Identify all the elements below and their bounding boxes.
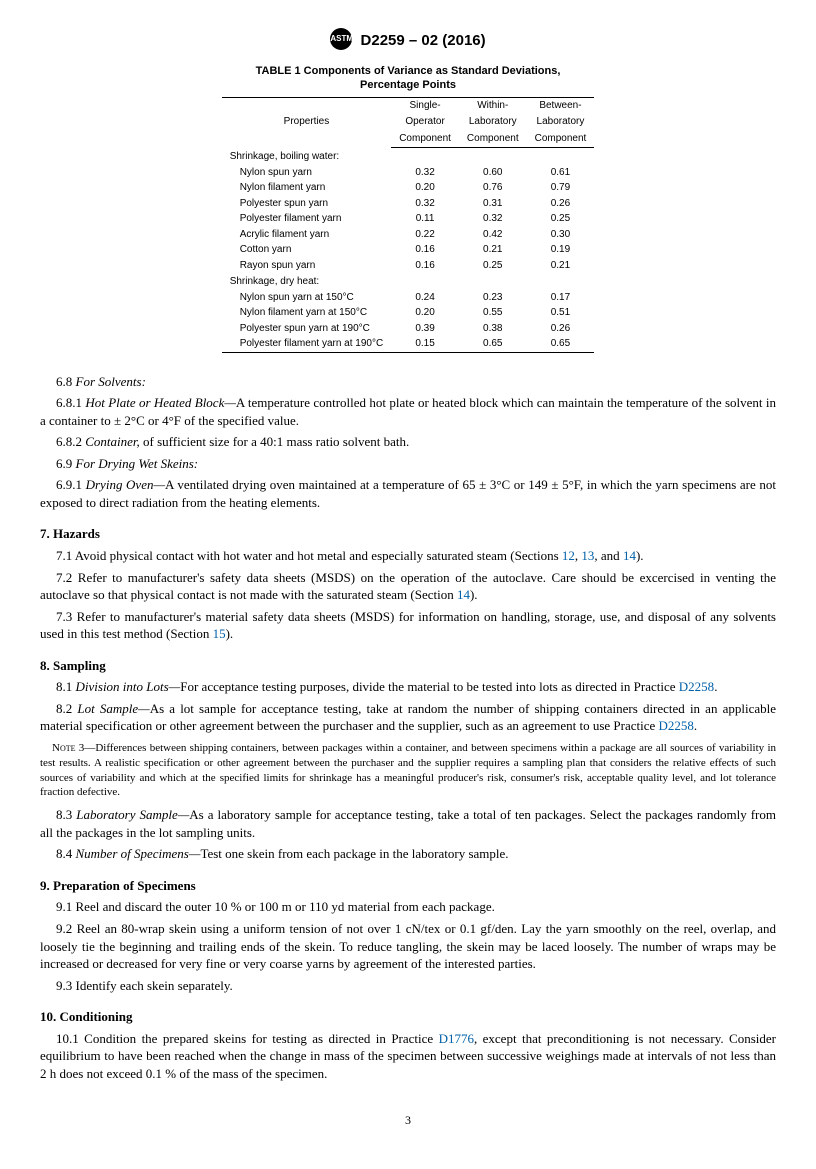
heading-10: 10. Conditioning — [40, 1008, 776, 1026]
para-9-1: 9.1 Reel and discard the outer 10 % or 1… — [40, 898, 776, 916]
variance-table: Properties Single- Within- Between- Oper… — [222, 97, 595, 353]
heading-9: 9. Preparation of Specimens — [40, 877, 776, 895]
table-row: Polyester spun yarn at 190°C0.390.380.26 — [222, 321, 595, 337]
para-8-2: 8.2 Lot Sample—As a lot sample for accep… — [40, 700, 776, 735]
para-10-1: 10.1 Condition the prepared skeins for t… — [40, 1030, 776, 1083]
ref-13[interactable]: 13 — [581, 548, 594, 563]
para-6-9: 6.9 For Drying Wet Skeins: — [40, 455, 776, 473]
table-row: Rayon spun yarn0.160.250.21 — [222, 258, 595, 274]
table-row: Polyester filament yarn0.110.320.25 — [222, 211, 595, 227]
table-row: Nylon spun yarn0.320.600.61 — [222, 165, 595, 181]
heading-8: 8. Sampling — [40, 657, 776, 675]
heading-7: 7. Hazards — [40, 525, 776, 543]
col1-l1: Single- — [391, 97, 459, 114]
ref-14b[interactable]: 14 — [457, 587, 470, 602]
table-row: Polyester filament yarn at 190°C0.150.65… — [222, 336, 595, 352]
col3-l1: Between- — [527, 97, 595, 114]
section1: Shrinkage, boiling water: — [222, 148, 595, 165]
para-6-8: 6.8 For Solvents: — [40, 373, 776, 391]
ref-d1776[interactable]: D1776 — [439, 1031, 474, 1046]
note-3: Note 3—Differences between shipping cont… — [40, 741, 776, 800]
ref-d2258a[interactable]: D2258 — [679, 679, 714, 694]
para-6-8-1: 6.8.1 Hot Plate or Heated Block—A temper… — [40, 394, 776, 429]
ref-14[interactable]: 14 — [623, 548, 636, 563]
para-9-3: 9.3 Identify each skein separately. — [40, 977, 776, 995]
ref-d2258b[interactable]: D2258 — [659, 718, 694, 733]
col1-l3: Component — [391, 131, 459, 148]
table-row: Acrylic filament yarn0.220.420.30 — [222, 227, 595, 243]
table-row: Cotton yarn0.160.210.19 — [222, 242, 595, 258]
table-row: Nylon spun yarn at 150°C0.240.230.17 — [222, 290, 595, 306]
para-7-2: 7.2 Refer to manufacturer's safety data … — [40, 569, 776, 604]
col-properties: Properties — [222, 97, 392, 148]
designation: D2259 – 02 (2016) — [361, 32, 486, 49]
para-9-2: 9.2 Reel an 80-wrap skein using a unifor… — [40, 920, 776, 973]
col2-l2: Laboratory — [459, 114, 527, 131]
table-row: Nylon filament yarn at 150°C0.200.550.51 — [222, 305, 595, 321]
ref-15[interactable]: 15 — [213, 626, 226, 641]
para-8-1: 8.1 Division into Lots—For acceptance te… — [40, 678, 776, 696]
ref-12[interactable]: 12 — [562, 548, 575, 563]
para-7-1: 7.1 Avoid physical contact with hot wate… — [40, 547, 776, 565]
page-number: 3 — [40, 1112, 776, 1128]
para-6-8-2: 6.8.2 Container, of sufficient size for … — [40, 433, 776, 451]
table-title: TABLE 1 Components of Variance as Standa… — [40, 64, 776, 93]
col2-l3: Component — [459, 131, 527, 148]
astm-logo-icon: ASTM — [330, 28, 352, 50]
col2-l1: Within- — [459, 97, 527, 114]
col3-l3: Component — [527, 131, 595, 148]
para-7-3: 7.3 Refer to manufacturer's material saf… — [40, 608, 776, 643]
table-row: Polyester spun yarn0.320.310.26 — [222, 196, 595, 212]
page-header: ASTM D2259 – 02 (2016) — [40, 30, 776, 52]
table-row: Nylon filament yarn0.200.760.79 — [222, 180, 595, 196]
section2: Shrinkage, dry heat: — [222, 273, 595, 290]
para-6-9-1: 6.9.1 Drying Oven—A ventilated drying ov… — [40, 476, 776, 511]
para-8-3: 8.3 Laboratory Sample—As a laboratory sa… — [40, 806, 776, 841]
col3-l2: Laboratory — [527, 114, 595, 131]
para-8-4: 8.4 Number of Specimens—Test one skein f… — [40, 845, 776, 863]
col1-l2: Operator — [391, 114, 459, 131]
